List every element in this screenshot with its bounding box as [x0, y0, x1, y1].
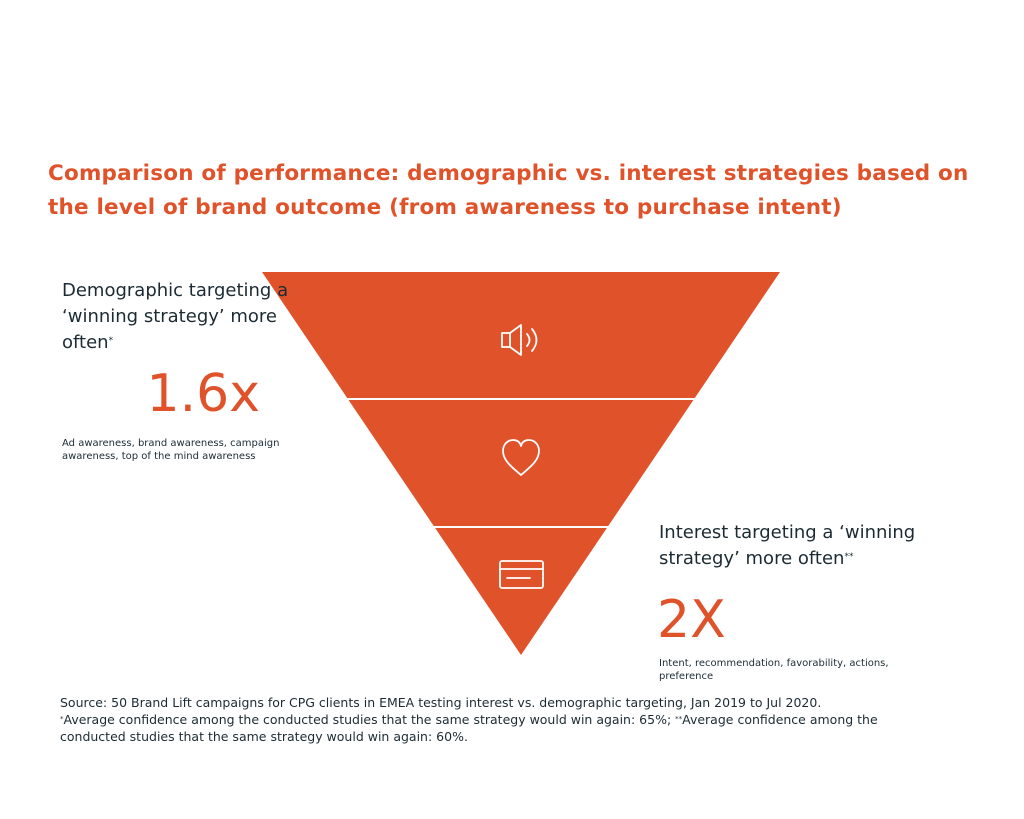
- speaker-icon: [501, 324, 538, 356]
- footnote-line-1: *Average confidence among the conducted …: [60, 712, 878, 727]
- source-note: Source: 50 Brand Lift campaigns for CPG …: [60, 694, 960, 745]
- demographic-description: Ad awareness, brand awareness, campaign …: [62, 438, 280, 462]
- source-line: Source: 50 Brand Lift campaigns for CPG …: [60, 695, 822, 710]
- interest-description: Intent, recommendation, favorability, ac…: [659, 658, 889, 682]
- credit-card-icon: [499, 560, 544, 589]
- heart-icon: [502, 439, 540, 476]
- chart-title: Comparison of performance: demographic v…: [48, 161, 969, 220]
- demographic-value: 1.6x: [146, 364, 260, 424]
- footnote-line-2: conducted studies that the same strategy…: [60, 729, 468, 744]
- interest-label: Interest targeting a ‘winning strategy’ …: [659, 522, 916, 569]
- interest-value: 2X: [657, 590, 726, 650]
- funnel-triangle: [262, 272, 780, 655]
- footnote-2-start: Average confidence among the: [682, 712, 878, 727]
- demographic-label: Demographic targeting a ‘winning strateg…: [62, 280, 289, 353]
